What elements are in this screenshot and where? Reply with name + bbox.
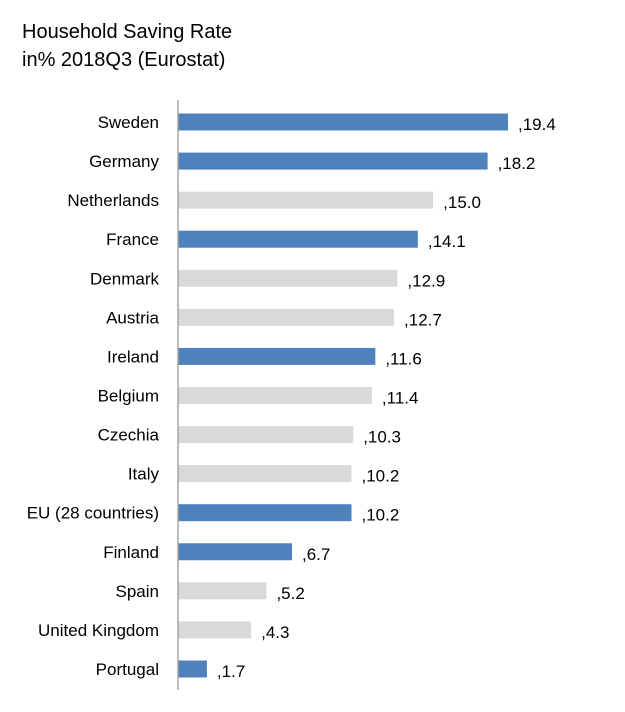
category-label: Denmark	[90, 269, 159, 288]
chart-title-line-1: Household Saving Rate	[22, 21, 233, 43]
bar-denmark	[178, 269, 398, 287]
value-label: ,12.9	[407, 271, 445, 290]
value-label: ,10.2	[362, 467, 400, 486]
category-label: Belgium	[98, 386, 159, 405]
value-label: ,14.1	[428, 232, 466, 251]
category-label: Italy	[128, 465, 160, 484]
bar-eu-28-countries	[178, 504, 352, 522]
bar-netherlands	[178, 191, 434, 209]
category-label: Austria	[106, 308, 159, 327]
chart-title: Household Saving Rate in% 2018Q3 (Eurost…	[22, 18, 232, 74]
category-label: United Kingdom	[38, 621, 159, 640]
bar-france	[178, 230, 418, 248]
category-label: Sweden	[98, 113, 159, 132]
value-label: ,15.0	[443, 193, 481, 212]
category-label: France	[106, 230, 159, 249]
category-label: Czechia	[98, 426, 160, 445]
bar-austria	[178, 308, 395, 326]
category-label: EU (28 countries)	[27, 504, 159, 523]
category-label: Ireland	[107, 347, 159, 366]
bar-belgium	[178, 386, 372, 404]
bar-sweden	[178, 113, 508, 131]
value-label: ,12.7	[404, 310, 442, 329]
value-label: ,4.3	[261, 623, 289, 642]
bar-finland	[178, 543, 292, 561]
bar-portugal	[178, 660, 207, 678]
bar-spain	[178, 582, 267, 600]
bar-united-kingdom	[178, 621, 252, 639]
value-label: ,5.2	[276, 584, 304, 603]
value-label: ,11.4	[382, 388, 419, 407]
bar-ireland	[178, 347, 376, 365]
value-label: ,19.4	[518, 115, 556, 134]
value-label: ,11.6	[385, 349, 422, 368]
category-label: Finland	[103, 543, 159, 562]
value-label: ,10.3	[363, 428, 401, 447]
chart-title-line-2: in% 2018Q3 (Eurostat)	[22, 49, 226, 71]
category-label: Netherlands	[67, 191, 159, 210]
bar-germany	[178, 152, 488, 170]
category-label: Spain	[116, 582, 159, 601]
value-label: ,10.2	[362, 506, 400, 525]
value-label: ,6.7	[302, 545, 330, 564]
value-label: ,18.2	[498, 154, 536, 173]
category-label: Germany	[89, 152, 159, 171]
value-label: ,1.7	[217, 662, 245, 681]
category-label: Portugal	[96, 660, 159, 679]
bar-czechia	[178, 426, 354, 444]
bar-italy	[178, 465, 352, 483]
